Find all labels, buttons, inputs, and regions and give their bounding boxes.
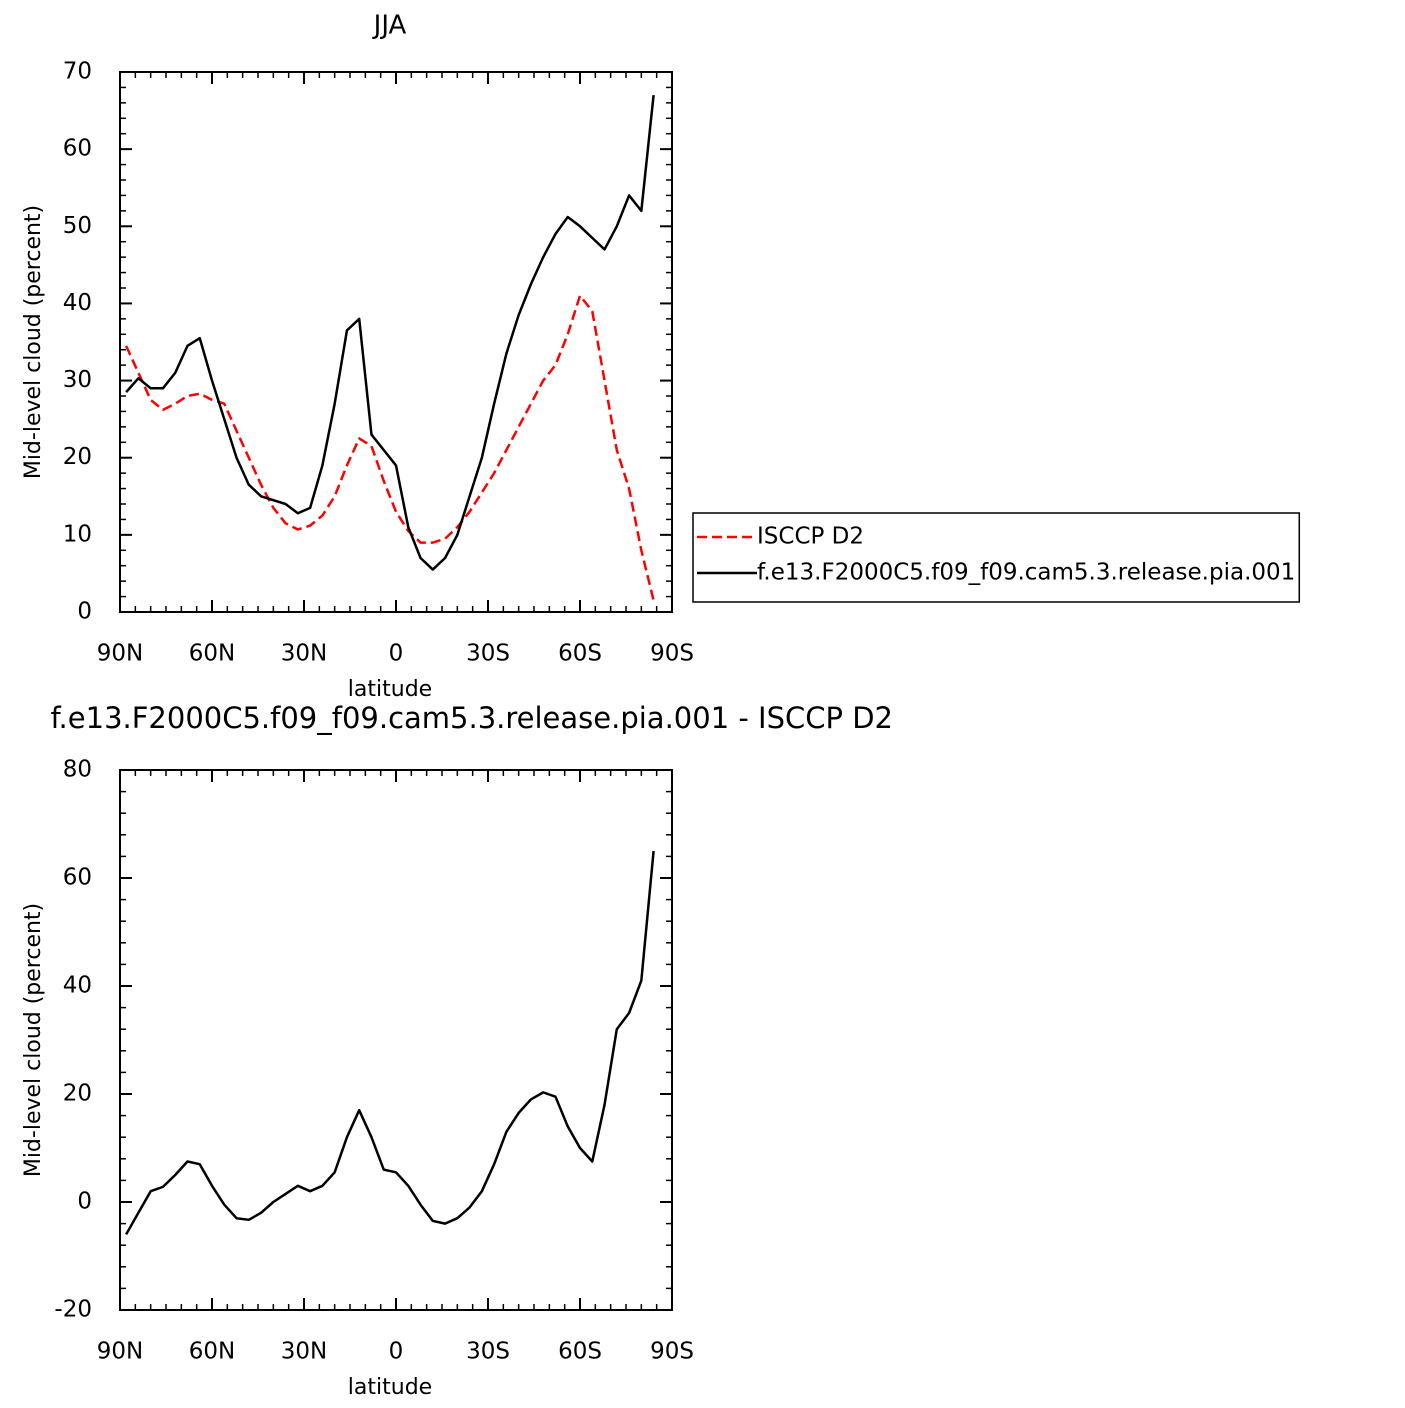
y-tick-label: 0	[77, 599, 92, 625]
x-tick-label: 90N	[97, 641, 143, 667]
x-tick-label: 60S	[558, 641, 602, 667]
legend-box	[692, 512, 1301, 603]
plot-frame	[119, 71, 673, 613]
x-tick-label: 60N	[189, 1339, 235, 1365]
x-tick-label: 60N	[189, 641, 235, 667]
x-tick-label: 90N	[97, 1339, 143, 1365]
y-tick-label: 20	[63, 1081, 92, 1107]
y-tick-label: 40	[63, 290, 92, 316]
y-axis-label: Mid-level cloud (percent)	[21, 903, 46, 1177]
y-tick-label: 70	[63, 59, 92, 85]
x-tick-label: 30N	[281, 641, 327, 667]
x-tick-label: 0	[389, 1339, 404, 1365]
y-tick-label: 60	[63, 865, 92, 891]
x-tick-label: 90S	[650, 641, 694, 667]
legend-label: f.e13.F2000C5.f09_f09.cam5.3.release.pia…	[757, 560, 1295, 586]
y-axis-label: Mid-level cloud (percent)	[21, 205, 46, 479]
x-axis-label: latitude	[348, 1375, 432, 1400]
x-tick-label: 30N	[281, 1339, 327, 1365]
y-tick-label: 50	[63, 213, 92, 239]
y-tick-label: 10	[63, 521, 92, 547]
chart-title: f.e13.F2000C5.f09_f09.cam5.3.release.pia…	[50, 701, 893, 735]
y-tick-label: -20	[54, 1297, 92, 1323]
x-tick-label: 0	[389, 641, 404, 667]
data-line	[125, 850, 655, 1236]
x-axis-label: latitude	[348, 677, 432, 702]
legend-label: ISCCP D2	[757, 524, 864, 550]
data-line	[125, 95, 655, 571]
y-tick-label: 20	[63, 444, 92, 470]
x-tick-label: 30S	[466, 641, 510, 667]
y-tick-label: 40	[63, 973, 92, 999]
chart-title: JJA	[372, 11, 407, 41]
y-tick-label: 0	[77, 1189, 92, 1215]
plot-frame	[119, 769, 673, 1311]
x-tick-label: 90S	[650, 1339, 694, 1365]
x-tick-label: 30S	[466, 1339, 510, 1365]
data-line	[124, 294, 655, 601]
y-tick-label: 60	[63, 136, 92, 162]
x-tick-label: 60S	[558, 1339, 602, 1365]
legend: ISCCP D2 f.e13.F2000C5.f09_f09.cam5.3.rel…	[692, 512, 1301, 603]
y-tick-label: 30	[63, 367, 92, 393]
y-tick-label: 80	[63, 757, 92, 783]
